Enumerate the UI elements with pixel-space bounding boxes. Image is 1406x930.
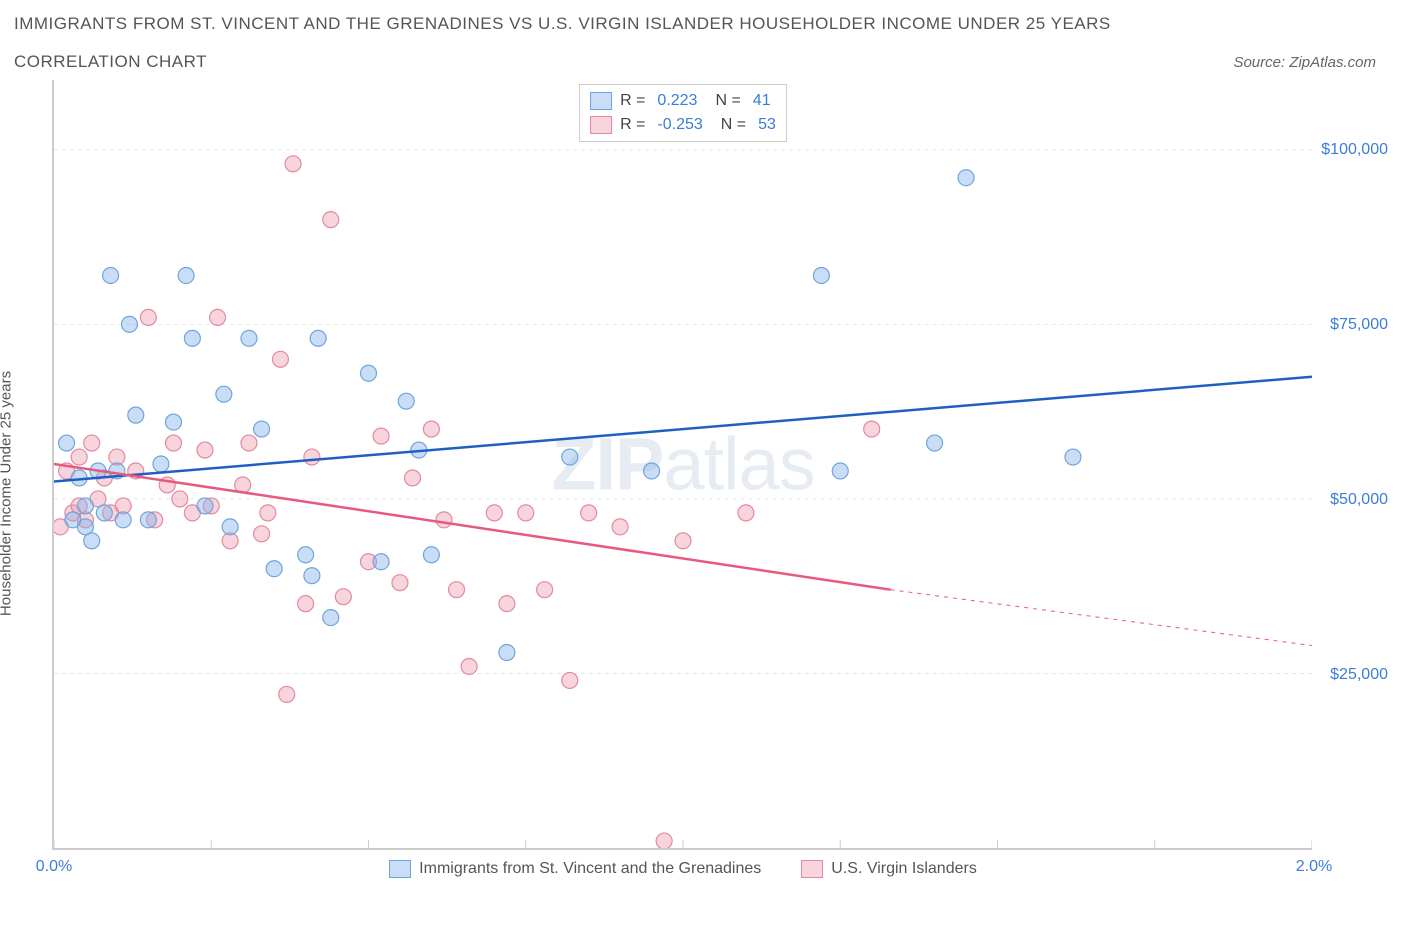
subtitle-row: CORRELATION CHART Source: ZipAtlas.com: [14, 52, 1376, 72]
chart-subtitle: CORRELATION CHART: [14, 52, 207, 72]
y-axis-label: Householder Income Under 25 years: [0, 371, 15, 616]
legend-item-series-0: Immigrants from St. Vincent and the Gren…: [389, 860, 761, 878]
series-1-name: U.S. Virgin Islanders: [831, 860, 977, 878]
chart-area: Householder Income Under 25 years ZIPatl…: [14, 80, 1374, 890]
y-tick-label: $100,000: [1321, 141, 1388, 159]
series-0-name: Immigrants from St. Vincent and the Gren…: [419, 860, 761, 878]
r-label-0: R =: [620, 89, 645, 113]
x-tick-label: 2.0%: [1296, 858, 1332, 876]
r-value-0: 0.223: [657, 89, 697, 113]
series-legend: Immigrants from St. Vincent and the Gren…: [54, 860, 1312, 878]
legend-item-series-1: U.S. Virgin Islanders: [801, 860, 977, 878]
source-label: Source: ZipAtlas.com: [1233, 54, 1376, 71]
n-label-1: N =: [721, 113, 746, 137]
y-tick-label: $75,000: [1330, 316, 1388, 334]
scatter-plot-svg: [54, 80, 1312, 848]
swatch-series-1: [590, 116, 612, 134]
chart-container: IMMIGRANTS FROM ST. VINCENT AND THE GREN…: [0, 0, 1406, 930]
legend-row-series-1: R = -0.253 N = 53: [590, 113, 776, 137]
swatch-series-0: [590, 92, 612, 110]
y-tick-label: $50,000: [1330, 491, 1388, 509]
r-label-1: R =: [620, 113, 645, 137]
n-label-0: N =: [715, 89, 740, 113]
y-tick-label: $25,000: [1330, 666, 1388, 684]
correlation-legend: R = 0.223 N = 41 R = -0.253 N = 53: [579, 84, 787, 142]
n-value-1: 53: [758, 113, 776, 137]
chart-title: IMMIGRANTS FROM ST. VINCENT AND THE GREN…: [14, 14, 1376, 34]
r-value-1: -0.253: [657, 113, 702, 137]
x-tick-label: 0.0%: [36, 858, 72, 876]
swatch-series-1-bottom: [801, 860, 823, 878]
n-value-0: 41: [753, 89, 771, 113]
plot-area: ZIPatlas R = 0.223 N = 41 R = -0.253 N =: [52, 80, 1312, 850]
swatch-series-0-bottom: [389, 860, 411, 878]
legend-row-series-0: R = 0.223 N = 41: [590, 89, 776, 113]
